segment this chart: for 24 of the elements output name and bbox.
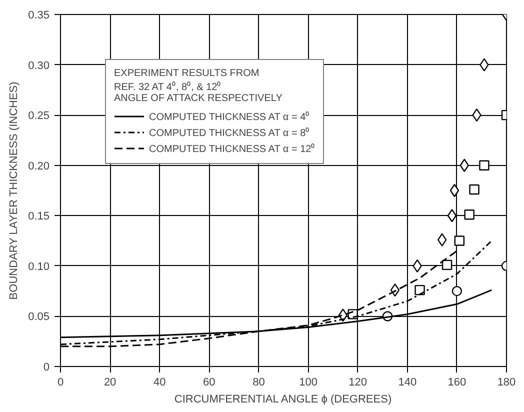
y-tick-label: 0.10	[28, 260, 50, 273]
x-tick-label: 40	[153, 376, 166, 388]
y-axis-title: BOUNDARY LAYER THICKNESS (INCHES)	[8, 82, 20, 300]
legend-label: COMPUTED THICKNESS AT α = 4⁰	[149, 110, 310, 123]
y-tick-label: 0.20	[28, 160, 50, 172]
y-tick-label: 0.30	[28, 60, 50, 72]
y-tick-label: 0.25	[28, 110, 50, 122]
x-tick-label: 60	[203, 376, 216, 388]
legend-title: EXPERIMENT RESULTS FROM REF. 32 AT 4⁰, 8⁰, & 12⁰ ANGLE OF ATTACK RESPECTIVELY	[114, 68, 284, 104]
x-tick-label: 0	[57, 376, 64, 388]
x-tick-label: 20	[104, 376, 116, 388]
y-tick-label: 0.05	[28, 311, 50, 324]
x-tick-label: 160	[448, 376, 466, 388]
y-tick-label: 0.15	[28, 210, 50, 223]
y-tick-label: 0	[43, 362, 50, 374]
x-tick-label: 80	[252, 376, 265, 388]
x-tick-label: 100	[299, 376, 318, 388]
x-tick-label: 140	[398, 376, 417, 388]
legend-label: COMPUTED THICKNESS AT α = 12⁰	[149, 142, 316, 155]
y-tick-label: 0.35	[28, 10, 50, 22]
x-tick-label: 120	[348, 376, 368, 388]
legend-label: COMPUTED THICKNESS AT α = 8⁰	[149, 126, 310, 139]
x-tick-label: 180	[497, 376, 516, 388]
x-axis-title: CIRCUMFERENTIAL ANGLE ϕ (DEGREES)	[174, 394, 392, 406]
